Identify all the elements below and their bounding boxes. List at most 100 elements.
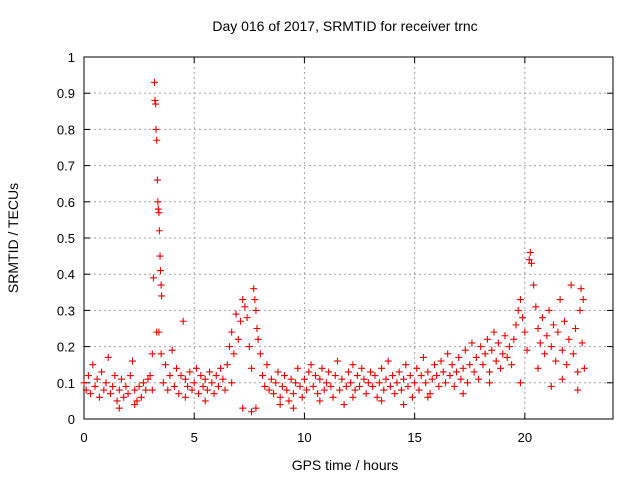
data-point: [152, 100, 160, 108]
data-point: [148, 386, 156, 394]
data-point: [98, 368, 106, 376]
data-point: [155, 227, 163, 235]
data-point: [311, 372, 319, 380]
data-point: [422, 379, 430, 387]
data-point: [243, 314, 251, 322]
data-point: [115, 386, 123, 394]
data-point: [164, 386, 172, 394]
data-point: [157, 281, 165, 289]
data-point: [307, 361, 315, 369]
data-point: [236, 317, 244, 325]
data-point: [389, 372, 397, 380]
data-point: [574, 368, 582, 376]
data-point: [124, 390, 132, 398]
data-point: [230, 350, 238, 358]
data-point: [378, 364, 386, 372]
data-point: [148, 350, 156, 358]
data-point: [156, 267, 164, 275]
x-tick-label: 5: [191, 430, 198, 445]
data-point: [252, 404, 260, 412]
data-point: [567, 281, 575, 289]
data-point: [217, 364, 225, 372]
data-point: [115, 404, 123, 412]
data-point: [563, 361, 571, 369]
data-point: [318, 364, 326, 372]
data-point: [113, 397, 121, 405]
data-point: [232, 310, 240, 318]
data-point: [135, 382, 143, 390]
data-point: [532, 303, 540, 311]
data-point: [424, 368, 432, 376]
data-points: [80, 78, 588, 416]
data-point: [197, 372, 205, 380]
y-tick-label: 0.7: [57, 159, 75, 174]
data-point: [400, 401, 408, 409]
data-point: [153, 136, 161, 144]
data-point: [144, 375, 152, 383]
data-point: [516, 379, 524, 387]
data-point: [212, 372, 220, 380]
data-point: [155, 328, 163, 336]
data-point: [358, 364, 366, 372]
data-point: [455, 353, 463, 361]
y-tick-label: 0.9: [57, 86, 75, 101]
data-point: [305, 368, 313, 376]
data-point: [347, 379, 355, 387]
data-point: [285, 397, 293, 405]
data-point: [576, 306, 584, 314]
data-point: [245, 343, 253, 351]
data-point: [168, 346, 176, 354]
data-point: [140, 379, 148, 387]
data-point: [188, 386, 196, 394]
data-point: [272, 379, 280, 387]
data-point: [384, 357, 392, 365]
data-point: [373, 393, 381, 401]
data-point: [111, 372, 119, 380]
data-point: [536, 339, 544, 347]
data-point: [199, 382, 207, 390]
data-point: [497, 364, 505, 372]
x-tick-label: 10: [297, 430, 311, 445]
data-point: [179, 317, 187, 325]
data-point: [505, 343, 513, 351]
data-point: [417, 372, 425, 380]
data-point: [100, 386, 108, 394]
data-point: [459, 390, 467, 398]
data-point: [109, 382, 117, 390]
y-tick-label: 0: [68, 412, 75, 427]
data-point: [195, 390, 203, 398]
data-point: [543, 332, 551, 340]
data-point: [565, 335, 573, 343]
data-point: [267, 375, 275, 383]
data-point: [159, 379, 167, 387]
data-point: [444, 350, 452, 358]
data-point: [530, 281, 538, 289]
data-point: [514, 306, 522, 314]
data-point: [345, 368, 352, 376]
data-point: [228, 379, 236, 387]
x-tick-label: 15: [407, 430, 421, 445]
data-point: [128, 357, 136, 365]
data-point: [201, 397, 209, 405]
data-point: [408, 393, 416, 401]
data-point: [248, 364, 256, 372]
data-point: [426, 390, 434, 398]
data-point: [320, 386, 328, 394]
data-point: [413, 364, 421, 372]
axis-ticks: 00.10.20.30.40.50.60.70.80.910 5 10 15 20: [57, 50, 613, 445]
data-point: [151, 96, 159, 104]
data-point: [367, 368, 375, 376]
data-point: [228, 328, 236, 336]
data-point: [80, 379, 88, 387]
data-point: [276, 401, 284, 409]
data-point: [492, 357, 500, 365]
data-point: [241, 303, 249, 311]
data-point: [526, 248, 534, 256]
data-point: [441, 379, 449, 387]
data-point: [133, 397, 141, 405]
data-point: [338, 375, 346, 383]
data-point: [276, 393, 284, 401]
data-point: [525, 256, 533, 264]
data-point: [404, 382, 412, 390]
data-point: [281, 372, 289, 380]
